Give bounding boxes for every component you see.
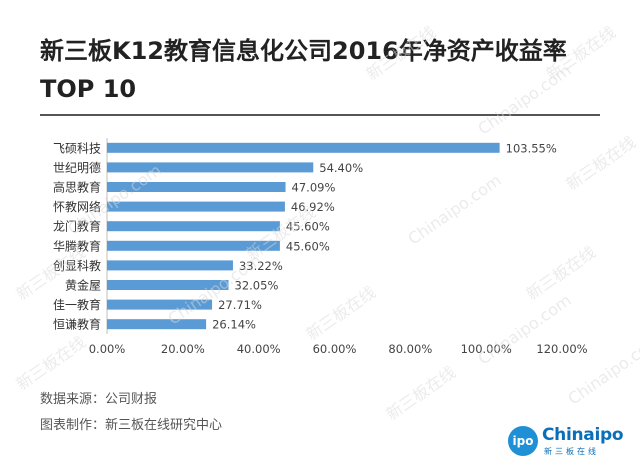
bar (107, 260, 233, 271)
data-label: 27.71% (218, 298, 262, 312)
x-tick-label: 0.00% (89, 342, 126, 356)
title-divider (40, 114, 600, 116)
bar (107, 142, 500, 153)
chinaipo-logo: ipo Chinaipo 新三板在线 (508, 424, 624, 460)
chart-title: 新三板K12教育信息化公司2016年净资产收益率 TOP 10 (40, 32, 600, 108)
x-tick-label: 40.00% (237, 342, 281, 356)
category-label: 华腾教育 (53, 238, 101, 253)
category-label: 高思教育 (53, 180, 101, 195)
bar (107, 280, 229, 290)
category-label: 黄金屋 (65, 278, 101, 293)
logo-subtitle: 新三板在线 (544, 447, 599, 456)
category-label: 飞硕科技 (53, 141, 101, 155)
x-tick-label: 120.00% (536, 342, 587, 356)
category-label: 怀教网络 (53, 199, 101, 214)
x-tick-label: 20.00% (161, 342, 205, 356)
category-label: 佳一教育 (53, 297, 101, 312)
x-tick-label: 80.00% (388, 342, 432, 356)
category-label: 创显科教 (53, 258, 101, 273)
category-label: 世纪明德 (53, 160, 101, 175)
chart-title-line-2: TOP 10 (40, 75, 137, 103)
data-label: 26.14% (212, 318, 256, 332)
data-label: 45.60% (286, 220, 330, 234)
category-label: 恒谦教育 (53, 317, 101, 332)
category-label: 龙门教育 (53, 219, 101, 234)
x-tick-label: 60.00% (313, 342, 357, 356)
bar (107, 240, 280, 251)
bar (107, 299, 213, 310)
bar (107, 201, 285, 212)
data-label: 45.60% (286, 239, 330, 253)
data-label: 46.92% (291, 200, 335, 214)
data-label: 54.40% (319, 161, 363, 175)
chart-maker-note: 图表制作：新三板在线研究中心 (40, 418, 223, 433)
chart-title-line-1: 新三板K12教育信息化公司2016年净资产收益率 (40, 37, 567, 65)
bar (107, 319, 207, 330)
data-label: 32.05% (235, 279, 279, 293)
logo-circle: ipo (508, 426, 538, 456)
data-label: 33.22% (239, 259, 283, 273)
bar (107, 182, 286, 192)
bar (107, 221, 280, 232)
data-label: 103.55% (506, 141, 557, 155)
x-tick-label: 100.00% (461, 342, 512, 356)
data-source-note: 数据来源：公司财报 (40, 392, 158, 407)
logo-text: Chinaipo (542, 425, 624, 445)
data-label: 47.09% (292, 181, 336, 195)
bar (107, 162, 314, 173)
